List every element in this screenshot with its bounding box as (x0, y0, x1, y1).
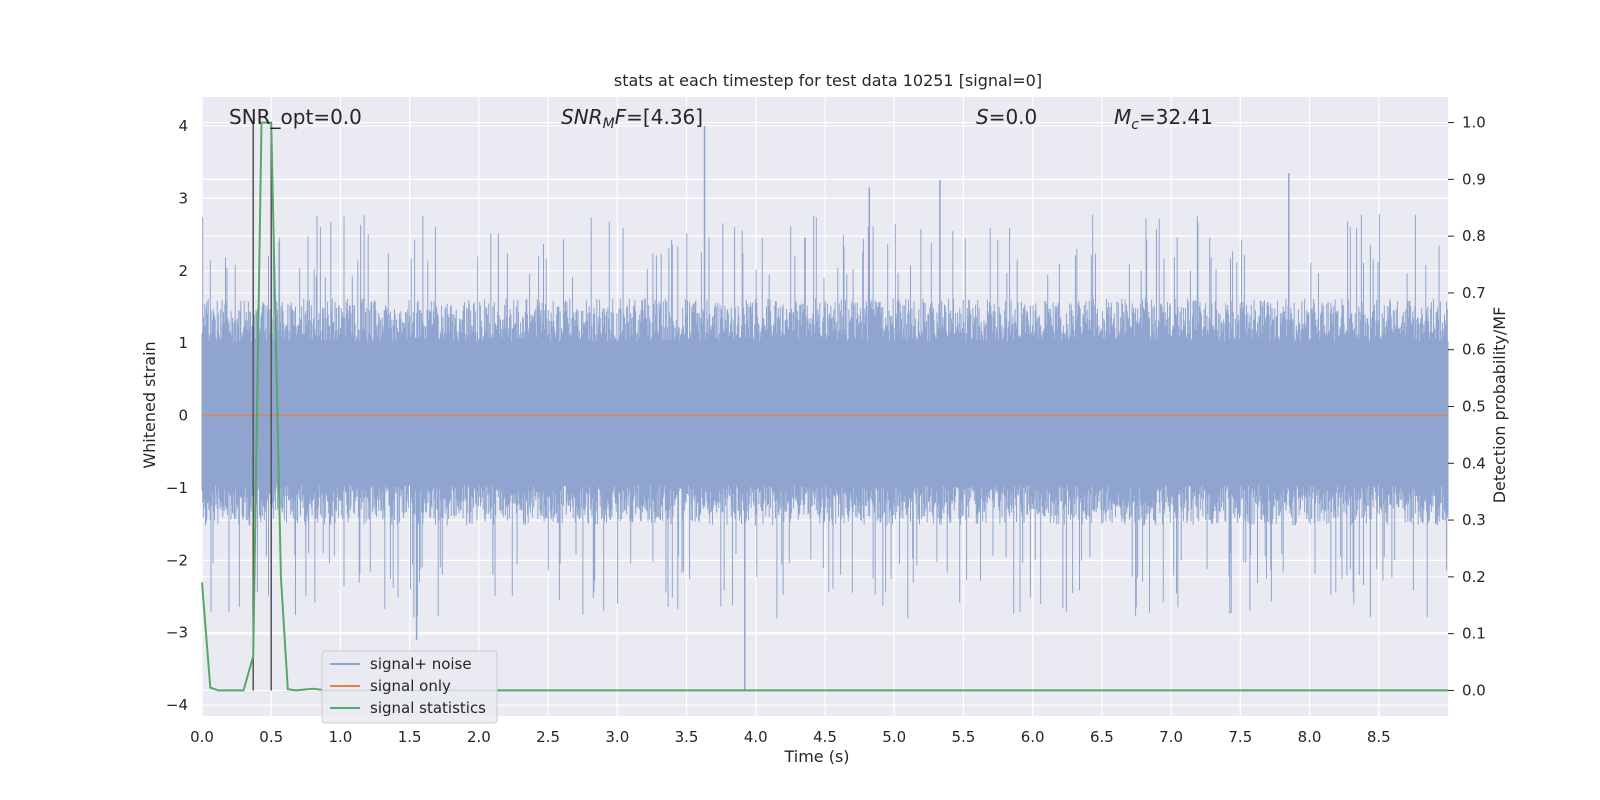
x-tick-label: 8.5 (1367, 728, 1391, 746)
y2-tick-label: 0.4 (1462, 454, 1486, 472)
y2-tick-label: 1.0 (1462, 114, 1486, 132)
y2-tick-label: 0.8 (1462, 227, 1486, 245)
y-axis-ticks: 4 3 2 1 0 −1 −2 −3 −4 (166, 117, 188, 714)
y2-tick-label: 0.7 (1462, 284, 1486, 302)
x-tick-label: 7.0 (1159, 728, 1183, 746)
signal-noise-series (201, 125, 1449, 691)
y-tick-label: 4 (178, 117, 188, 135)
x-tick-label: 4.0 (744, 728, 768, 746)
snr-opt-annotation: SNR_opt=0.0 (229, 105, 362, 129)
y2-tick-label: 0.3 (1462, 511, 1486, 529)
legend: signal+ noise signal only signal statist… (321, 650, 498, 724)
x-tick-label: 1.0 (329, 728, 353, 746)
y-tick-label: −1 (166, 479, 188, 497)
x-tick-label: 3.5 (675, 728, 699, 746)
mc-annotation: Mc=32.41 (1114, 105, 1213, 133)
y2-tick-label: 0.9 (1462, 170, 1486, 188)
y-tick-label: 1 (178, 334, 188, 352)
snr-mf-annotation: SNRMF=[4.36] (561, 105, 703, 132)
y-axis-label: Whitened strain (140, 341, 159, 468)
y-tick-label: 3 (178, 189, 188, 207)
x-tick-label: 6.5 (1090, 728, 1114, 746)
y2-tick-label: 0.6 (1462, 341, 1486, 359)
y-tick-label: 0 (178, 407, 188, 425)
x-tick-label: 2.5 (536, 728, 560, 746)
x-tick-label: 1.5 (398, 728, 422, 746)
x-tick-label: 5.5 (952, 728, 976, 746)
y2-tick-label: 0.0 (1462, 681, 1486, 699)
y-tick-label: 2 (178, 262, 188, 280)
x-tick-label: 0.5 (259, 728, 283, 746)
x-axis-label: Time (s) (783, 747, 849, 766)
y-tick-label: −4 (166, 696, 188, 714)
legend-label-signal-only: signal only (370, 677, 451, 695)
x-axis-ticks: 0.0 0.5 1.0 1.5 2.0 2.5 3.0 3.5 4.0 4.5 5.0 5.5 6.0 6… (190, 728, 1391, 746)
y2-axis-label: Detection probability/MF (1490, 307, 1509, 504)
y2-axis-ticks: 1.0 0.9 0.8 0.7 0.6 0.5 0.4 0.3 0.2 0.1 0.0 (1448, 114, 1486, 699)
y-tick-label: −2 (166, 551, 188, 569)
x-tick-label: 8.0 (1298, 728, 1322, 746)
x-tick-label: 7.5 (1228, 728, 1252, 746)
y-tick-label: −3 (166, 624, 188, 642)
x-tick-label: 0.0 (190, 728, 214, 746)
y2-tick-label: 0.2 (1462, 568, 1486, 586)
legend-box (321, 650, 498, 724)
x-tick-label: 3.0 (605, 728, 629, 746)
chart-title: stats at each timestep for test data 102… (614, 71, 1042, 90)
noise-trace (201, 214, 1449, 619)
s-annotation: S=0.0 (976, 105, 1037, 129)
x-tick-label: 4.5 (813, 728, 837, 746)
x-tick-label: 2.0 (467, 728, 491, 746)
y2-tick-label: 0.1 (1462, 625, 1486, 643)
legend-label-noise: signal+ noise (370, 655, 472, 673)
x-tick-label: 5.0 (882, 728, 906, 746)
y2-tick-label: 0.5 (1462, 398, 1486, 416)
x-tick-label: 6.0 (1021, 728, 1045, 746)
legend-label-statistics: signal statistics (370, 699, 486, 717)
